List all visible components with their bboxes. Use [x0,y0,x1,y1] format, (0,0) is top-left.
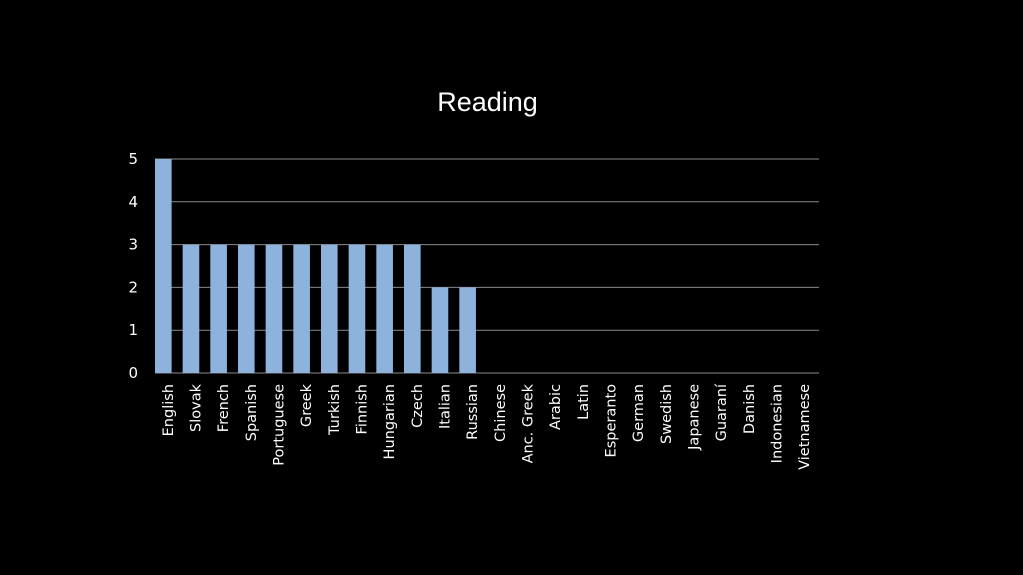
y-tick-label: 4 [128,193,138,211]
x-category-label: Esperanto [604,384,620,458]
x-category-label: German [631,384,647,442]
bar-finnish [348,244,366,373]
y-tick-label: 3 [128,236,138,254]
bar-turkish [321,244,338,373]
x-category-label: Chinese [493,384,509,442]
bar-spanish [238,244,255,373]
x-category-label: Japanese [687,384,703,451]
bar-portuguese [265,244,283,373]
bar-czech [404,244,421,373]
bar-greek [293,244,310,373]
x-category-label: Greek [299,383,315,427]
x-category-label: English [161,384,177,436]
bars [155,159,476,373]
bar-hungarian [376,244,393,373]
y-tick-label: 0 [128,364,138,382]
bar-slovak [182,244,200,373]
x-category-label: Finnish [355,384,371,434]
bar-russian [459,287,476,373]
x-category-label: Slovak [189,383,205,432]
x-category-label: Czech [410,384,426,428]
x-axis-categories: English Slovak French Spanish Portuguese Gree… [161,383,813,470]
chart-title: Reading [437,87,538,117]
y-tick-label: 5 [128,150,138,168]
y-tick-label: 1 [128,321,138,339]
x-category-label: Turkish [327,384,343,436]
x-category-label: Portuguese [272,384,288,466]
bar-english [155,159,172,373]
y-axis-ticks: 0 1 2 3 4 5 [128,150,138,382]
x-category-label: Danish [742,384,758,434]
x-category-label: Vietnamese [797,384,813,470]
x-category-label: Hungarian [382,384,398,459]
x-category-label: Indonesian [770,384,786,463]
x-category-label: Guaraní [714,383,730,441]
y-tick-label: 2 [128,278,138,296]
x-category-label: Arabic [548,384,564,430]
x-category-label: Spanish [244,384,260,441]
x-category-label: French [216,384,232,432]
x-category-label: Russian [465,384,481,440]
x-category-label: Italian [438,384,454,429]
x-category-label: Swedish [659,384,675,444]
bar-italian [431,287,449,373]
x-category-label: Anc. Greek [521,383,537,463]
x-category-label: Latin [576,384,592,420]
bar-french [210,244,227,373]
